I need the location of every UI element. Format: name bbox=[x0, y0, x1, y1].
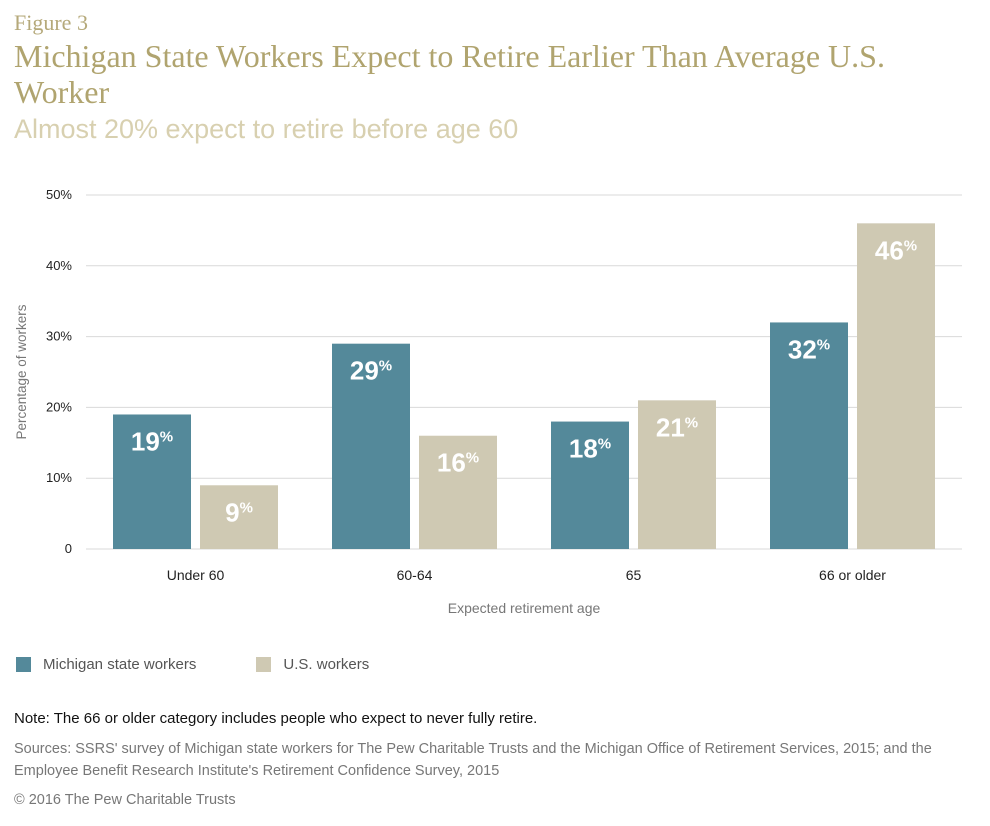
y-axis-label: Percentage of workers bbox=[14, 304, 29, 439]
bar bbox=[638, 400, 716, 549]
legend-item-michigan: Michigan state workers bbox=[16, 656, 196, 673]
bar bbox=[551, 421, 629, 549]
x-tick-label: 65 bbox=[626, 567, 642, 583]
chart-note: Note: The 66 or older category includes … bbox=[14, 710, 538, 727]
bar bbox=[419, 435, 497, 549]
x-tick-label: 66 or older bbox=[819, 567, 886, 583]
bar bbox=[113, 414, 191, 549]
y-tick-label: 0 bbox=[65, 541, 72, 556]
bar bbox=[857, 223, 935, 549]
chart-subtitle: Almost 20% expect to retire before age 6… bbox=[14, 114, 519, 144]
legend-label-michigan: Michigan state workers bbox=[43, 656, 197, 673]
x-tick-label: Under 60 bbox=[167, 567, 225, 583]
y-tick-label: 40% bbox=[46, 258, 72, 273]
data-label: 21% bbox=[656, 412, 698, 442]
legend-item-us: U.S. workers bbox=[256, 656, 369, 673]
copyright: © 2016 The Pew Charitable Trusts bbox=[14, 792, 236, 808]
x-tick-label: 60-64 bbox=[397, 567, 433, 583]
legend-swatch-michigan bbox=[16, 657, 31, 672]
chart-title: Michigan State Workers Expect to Retire … bbox=[14, 38, 885, 110]
data-label: 9% bbox=[225, 497, 253, 527]
data-label: 16% bbox=[437, 448, 479, 478]
data-label: 32% bbox=[788, 334, 830, 364]
x-axis-label: Expected retirement age bbox=[448, 600, 601, 616]
legend-label-us: U.S. workers bbox=[283, 656, 370, 673]
data-label: 46% bbox=[875, 235, 917, 265]
y-tick-label: 50% bbox=[46, 187, 72, 202]
data-label: 18% bbox=[569, 434, 611, 464]
bar bbox=[770, 322, 848, 549]
legend: Michigan state workers U.S. workers bbox=[16, 656, 429, 673]
chart-sources: Sources: SSRS' survey of Michigan state … bbox=[14, 741, 932, 779]
y-tick-label: 20% bbox=[46, 399, 72, 414]
y-tick-label: 30% bbox=[46, 329, 72, 344]
bar-chart: 0 10% 20% 30% 40% 50% Percentage of workers 19%… bbox=[14, 187, 962, 616]
legend-swatch-us bbox=[256, 657, 272, 672]
data-label: 29% bbox=[350, 356, 392, 386]
data-label: 19% bbox=[131, 426, 173, 456]
figure-label: Figure 3 bbox=[14, 10, 88, 35]
y-tick-label: 10% bbox=[46, 470, 72, 485]
bar bbox=[332, 343, 410, 549]
bar bbox=[200, 485, 278, 549]
